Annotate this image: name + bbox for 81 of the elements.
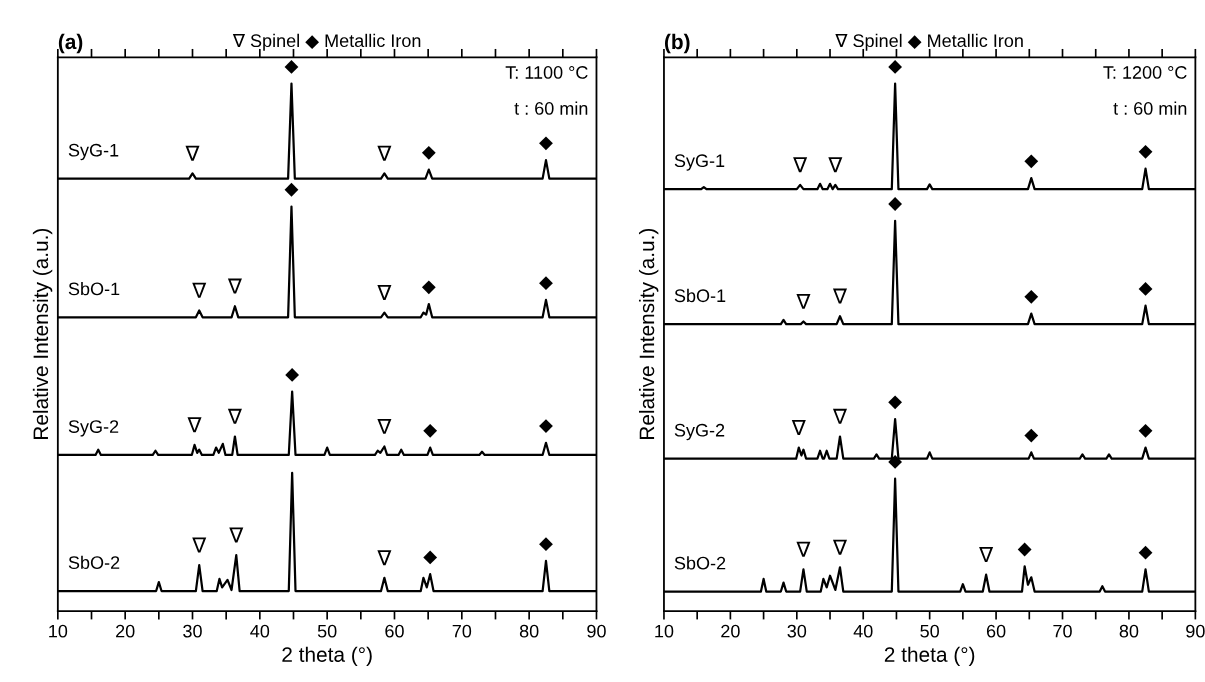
annotation: ◆: [888, 395, 903, 410]
chart-title: (b): [664, 33, 690, 54]
annotation: ◆: [423, 423, 438, 438]
series-label: SyG-1: [68, 143, 119, 161]
annotation: ∇: [832, 539, 848, 555]
text: T: 1100 °C: [505, 66, 588, 79]
series-label: SbO-2: [674, 556, 726, 570]
x-tick-label: 90: [1186, 624, 1205, 638]
annotation: ◆: [284, 182, 299, 197]
annotation: ◆: [1138, 545, 1153, 560]
series-label: SyG-1: [674, 154, 725, 171]
annotation: ∇: [796, 541, 811, 557]
series-label: SbO-2: [68, 555, 120, 569]
annotation: ◆: [888, 197, 903, 211]
x-tick-label: 10: [49, 624, 68, 638]
annotation: ∇: [192, 282, 207, 298]
annotation: ∇: [796, 293, 811, 309]
x-tick-label: 20: [116, 624, 135, 638]
annotation: ◆: [1024, 289, 1039, 304]
annotation: ∇: [832, 288, 848, 304]
x-tick-label: 60: [385, 624, 404, 638]
annotation: ◆: [1138, 282, 1153, 296]
chart-title: (a): [58, 33, 83, 54]
annotation: ∇: [192, 537, 207, 553]
annotation: ◆: [1024, 154, 1039, 169]
annotation: ∇: [828, 157, 843, 173]
annotation: ◆: [1017, 542, 1032, 557]
annotation: ◆: [285, 367, 300, 382]
annotation: ∇: [185, 145, 200, 161]
text: ∇ Spinel ◆ Metallic Iron: [835, 33, 1023, 51]
annotation: ◆: [539, 276, 553, 291]
annotation: t : 60 min: [514, 101, 588, 115]
annotation: ◆: [888, 455, 903, 469]
annotation: ◆: [1138, 423, 1153, 438]
annotation: ∇: [377, 418, 392, 434]
annotation: ∇: [377, 284, 392, 300]
x-tick-label: 30: [787, 624, 807, 638]
x-axis-title: 2 theta (°): [884, 646, 975, 667]
x-tick-label: 20: [721, 624, 740, 638]
annotation: ∇: [791, 419, 806, 435]
annotation: ◆: [421, 280, 436, 295]
x-tick-label: 40: [853, 624, 873, 638]
annotation: ∇: [979, 547, 994, 563]
text: ∇ Spinel ◆ Metallic Iron: [232, 33, 421, 51]
y-axis-title: Relative Intensity (a.u.): [32, 228, 53, 439]
x-tick-label: 70: [1053, 624, 1072, 638]
x-tick-label: 40: [250, 624, 270, 638]
x-tick-label: 70: [452, 624, 472, 638]
x-axis-title: 2 theta (°): [282, 646, 372, 667]
annotation: ∇: [377, 145, 392, 161]
annotation: ∇: [227, 408, 242, 424]
series-label: SyG-2: [674, 423, 725, 441]
annotation: ∇: [377, 550, 392, 566]
series-label: SbO-1: [68, 282, 120, 296]
annotation: ◆: [539, 419, 553, 433]
x-tick-label: 10: [655, 624, 674, 638]
annotation: ◆: [421, 145, 436, 160]
annotation: ◆: [284, 59, 299, 74]
annotation: ◆: [423, 550, 438, 565]
x-tick-label: 90: [587, 624, 606, 638]
x-tick-label: 80: [519, 624, 539, 638]
annotation: ∇: [832, 408, 848, 424]
x-tick-label: 60: [986, 624, 1006, 638]
annotation: ◆: [539, 136, 553, 151]
y-axis-title: Relative Intensity (a.u.): [638, 228, 659, 439]
annotation: ◆: [1024, 428, 1039, 443]
x-tick-label: 50: [317, 624, 337, 638]
annotation: ◆: [539, 537, 553, 552]
x-tick-label: 30: [183, 624, 202, 638]
annotation: ∇: [229, 527, 244, 543]
x-tick-label: 50: [920, 624, 939, 638]
text: T: 1200 °C: [1103, 66, 1187, 79]
annotation: ◆: [1138, 144, 1153, 159]
annotation: ◆: [888, 59, 903, 74]
annotation: t : 60 min: [1113, 101, 1187, 115]
x-tick-label: 80: [1119, 624, 1139, 638]
annotation: ∇: [227, 278, 242, 294]
series-label: SyG-2: [68, 420, 119, 437]
annotation: ∇: [793, 157, 808, 173]
series-label: SbO-1: [674, 288, 726, 303]
annotation: ∇: [187, 417, 202, 433]
